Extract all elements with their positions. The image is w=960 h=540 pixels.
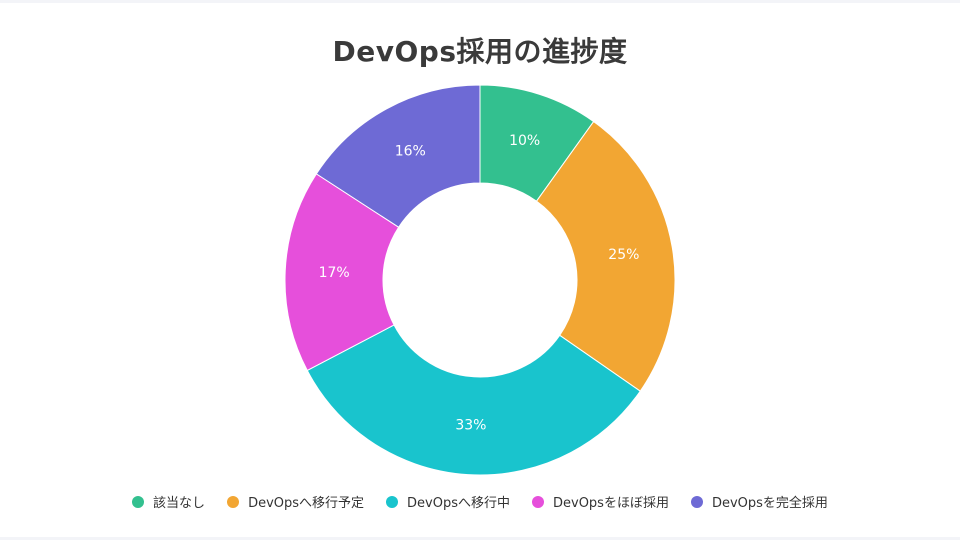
donut-slice-4	[284, 173, 400, 372]
slice-label-2: 25%	[608, 247, 639, 263]
top-divider	[0, 0, 960, 3]
donut-slice-3	[306, 324, 641, 476]
legend-item-4[interactable]: DevOpsをほぼ採用	[532, 492, 669, 511]
legend-item-2[interactable]: DevOpsへ移行予定	[227, 492, 364, 511]
legend-swatch	[532, 495, 544, 508]
legend-item-5[interactable]: DevOpsを完全採用	[690, 492, 828, 511]
legend-swatch	[690, 495, 703, 508]
slice-label-1: 10%	[509, 133, 540, 149]
legend-swatch	[386, 495, 399, 508]
legend-label: DevOpsをほぼ採用	[553, 496, 669, 511]
legend-item-3[interactable]: DevOpsへ移行中	[386, 492, 510, 511]
slice-label-5: 16%	[395, 144, 426, 160]
donut-slice-5	[315, 84, 481, 228]
legend-swatch	[227, 495, 240, 508]
bottom-divider	[0, 537, 960, 540]
chart-title: DevOps採用の進捗度	[332, 35, 628, 68]
legend-label: DevOpsを完全採用	[711, 496, 828, 511]
legend-label: DevOpsへ移行予定	[248, 496, 365, 511]
legend-item-1[interactable]: 該当なし	[132, 492, 205, 511]
donut-slice-2	[535, 120, 676, 392]
legend-label: 該当なし	[153, 496, 206, 511]
legend-label: DevOpsへ移行中	[407, 496, 510, 511]
chart-legend: 該当なし DevOpsへ移行予定 DevOpsへ移行中 DevOpsをほぼ採用 DevO…	[0, 492, 960, 511]
slice-label-4: 17%	[319, 265, 350, 281]
legend-swatch	[132, 495, 145, 508]
slice-label-3: 33%	[455, 418, 486, 434]
